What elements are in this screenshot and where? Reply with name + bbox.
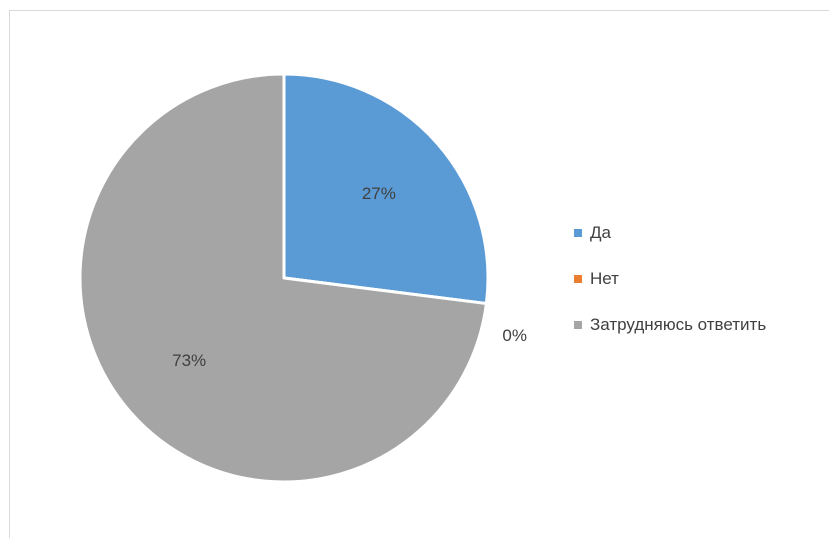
slice-label-da: 27% bbox=[362, 184, 396, 203]
slice-label-net: 0% bbox=[502, 326, 527, 345]
legend-swatch-zatrudnyayus bbox=[574, 321, 582, 329]
legend-item-zatrudnyayus: Затрудняюсь ответить bbox=[574, 312, 766, 337]
legend-swatch-net bbox=[574, 275, 582, 283]
legend-label-da: Да bbox=[590, 223, 611, 243]
legend-label-net: Нет bbox=[590, 269, 619, 289]
legend-item-net: Нет bbox=[574, 266, 766, 291]
slice-label-zatrudnyayus: 73% bbox=[172, 351, 206, 370]
legend: Да Нет Затрудняюсь ответить bbox=[574, 220, 766, 358]
legend-label-zatrudnyayus: Затрудняюсь ответить bbox=[590, 315, 766, 335]
legend-item-da: Да bbox=[574, 220, 766, 245]
legend-swatch-da bbox=[574, 229, 582, 237]
